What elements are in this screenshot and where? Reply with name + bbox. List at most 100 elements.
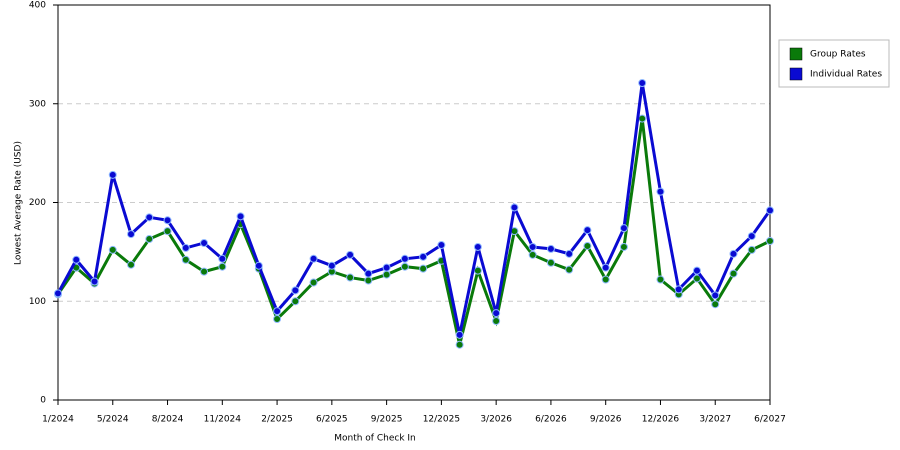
data-point (674, 285, 683, 294)
x-tick-label: 6/2026 (535, 415, 567, 425)
x-tick-label: 9/2026 (590, 415, 622, 425)
data-point (200, 238, 209, 247)
data-point (127, 230, 136, 239)
y-axis-label: Lowest Average Rate (USD) (14, 141, 24, 265)
data-point (382, 263, 391, 272)
y-tick-label: 100 (29, 297, 46, 307)
data-point (218, 254, 227, 263)
data-point (218, 262, 227, 271)
data-point (163, 227, 172, 236)
x-tick-label: 12/2026 (642, 415, 680, 425)
data-point (601, 263, 610, 272)
x-tick-label: 1/2024 (42, 415, 74, 425)
data-point (565, 265, 574, 274)
data-point (236, 212, 245, 221)
x-tick-label: 8/2024 (152, 415, 184, 425)
data-point (291, 286, 300, 295)
x-tick-label: 12/2025 (423, 415, 460, 425)
data-point (108, 245, 117, 254)
x-tick-label: 5/2024 (97, 415, 129, 425)
data-point (473, 266, 482, 275)
data-point (638, 114, 647, 123)
data-point (619, 242, 628, 251)
data-point (747, 245, 756, 254)
data-point (692, 274, 701, 283)
data-point (309, 254, 318, 263)
data-point (145, 235, 154, 244)
data-point (291, 297, 300, 306)
legend-swatch (789, 67, 803, 81)
data-point (273, 307, 282, 316)
data-point (364, 269, 373, 278)
data-point (437, 240, 446, 249)
data-point (619, 224, 628, 233)
data-point (583, 241, 592, 250)
x-tick-label: 3/2027 (699, 415, 731, 425)
data-point (711, 300, 720, 309)
data-point (766, 237, 774, 246)
data-point (419, 252, 428, 261)
legend-label: Individual Rates (810, 70, 882, 80)
data-point (309, 278, 318, 287)
x-tick-label: 6/2025 (316, 415, 348, 425)
x-tick-label: 3/2026 (480, 415, 512, 425)
data-point (400, 254, 409, 263)
data-point (492, 317, 501, 325)
data-point (546, 244, 555, 253)
legend-label: Group Rates (810, 50, 866, 60)
data-point (419, 264, 428, 273)
data-point (473, 242, 482, 251)
data-point (455, 330, 464, 339)
data-point (181, 243, 190, 252)
x-tick-label: 2/2025 (261, 415, 293, 425)
data-point (528, 242, 537, 251)
data-point (692, 266, 701, 275)
data-point (400, 262, 409, 271)
data-point (492, 309, 501, 318)
data-point (145, 213, 154, 222)
x-tick-label: 9/2025 (371, 415, 403, 425)
data-point (181, 255, 190, 264)
x-tick-label: 11/2024 (204, 415, 242, 425)
data-point (766, 206, 774, 215)
data-point (254, 261, 263, 270)
data-point (656, 187, 665, 196)
y-tick-label: 400 (29, 1, 46, 11)
data-point (364, 276, 373, 285)
data-point (127, 260, 136, 269)
data-point (327, 261, 336, 270)
data-point (583, 226, 592, 235)
data-point (711, 291, 720, 300)
data-point (72, 255, 81, 264)
data-point (54, 289, 62, 298)
data-point (546, 258, 555, 267)
data-point (455, 340, 464, 349)
series-line (56, 82, 772, 336)
data-point (163, 216, 172, 225)
data-point (382, 270, 391, 279)
plot-frame (57, 4, 771, 401)
data-point (346, 250, 355, 259)
data-point (510, 203, 519, 212)
data-point (601, 275, 610, 284)
data-point (656, 275, 665, 284)
data-point (747, 232, 756, 241)
data-point (200, 267, 209, 276)
data-point (273, 315, 282, 324)
data-point (729, 249, 738, 258)
y-tick-label: 200 (29, 198, 46, 208)
legend-swatch (789, 47, 803, 61)
data-point (90, 277, 99, 286)
series-line (56, 118, 771, 346)
data-point (346, 273, 355, 282)
data-point (108, 170, 117, 179)
data-point (729, 269, 738, 278)
x-axis-label: Month of Check In (334, 434, 416, 444)
data-point (528, 250, 537, 259)
data-point (565, 249, 574, 258)
data-point (638, 79, 647, 88)
y-tick-label: 0 (40, 396, 46, 406)
x-tick-label: 6/2027 (754, 415, 786, 425)
y-tick-label: 300 (29, 99, 46, 109)
